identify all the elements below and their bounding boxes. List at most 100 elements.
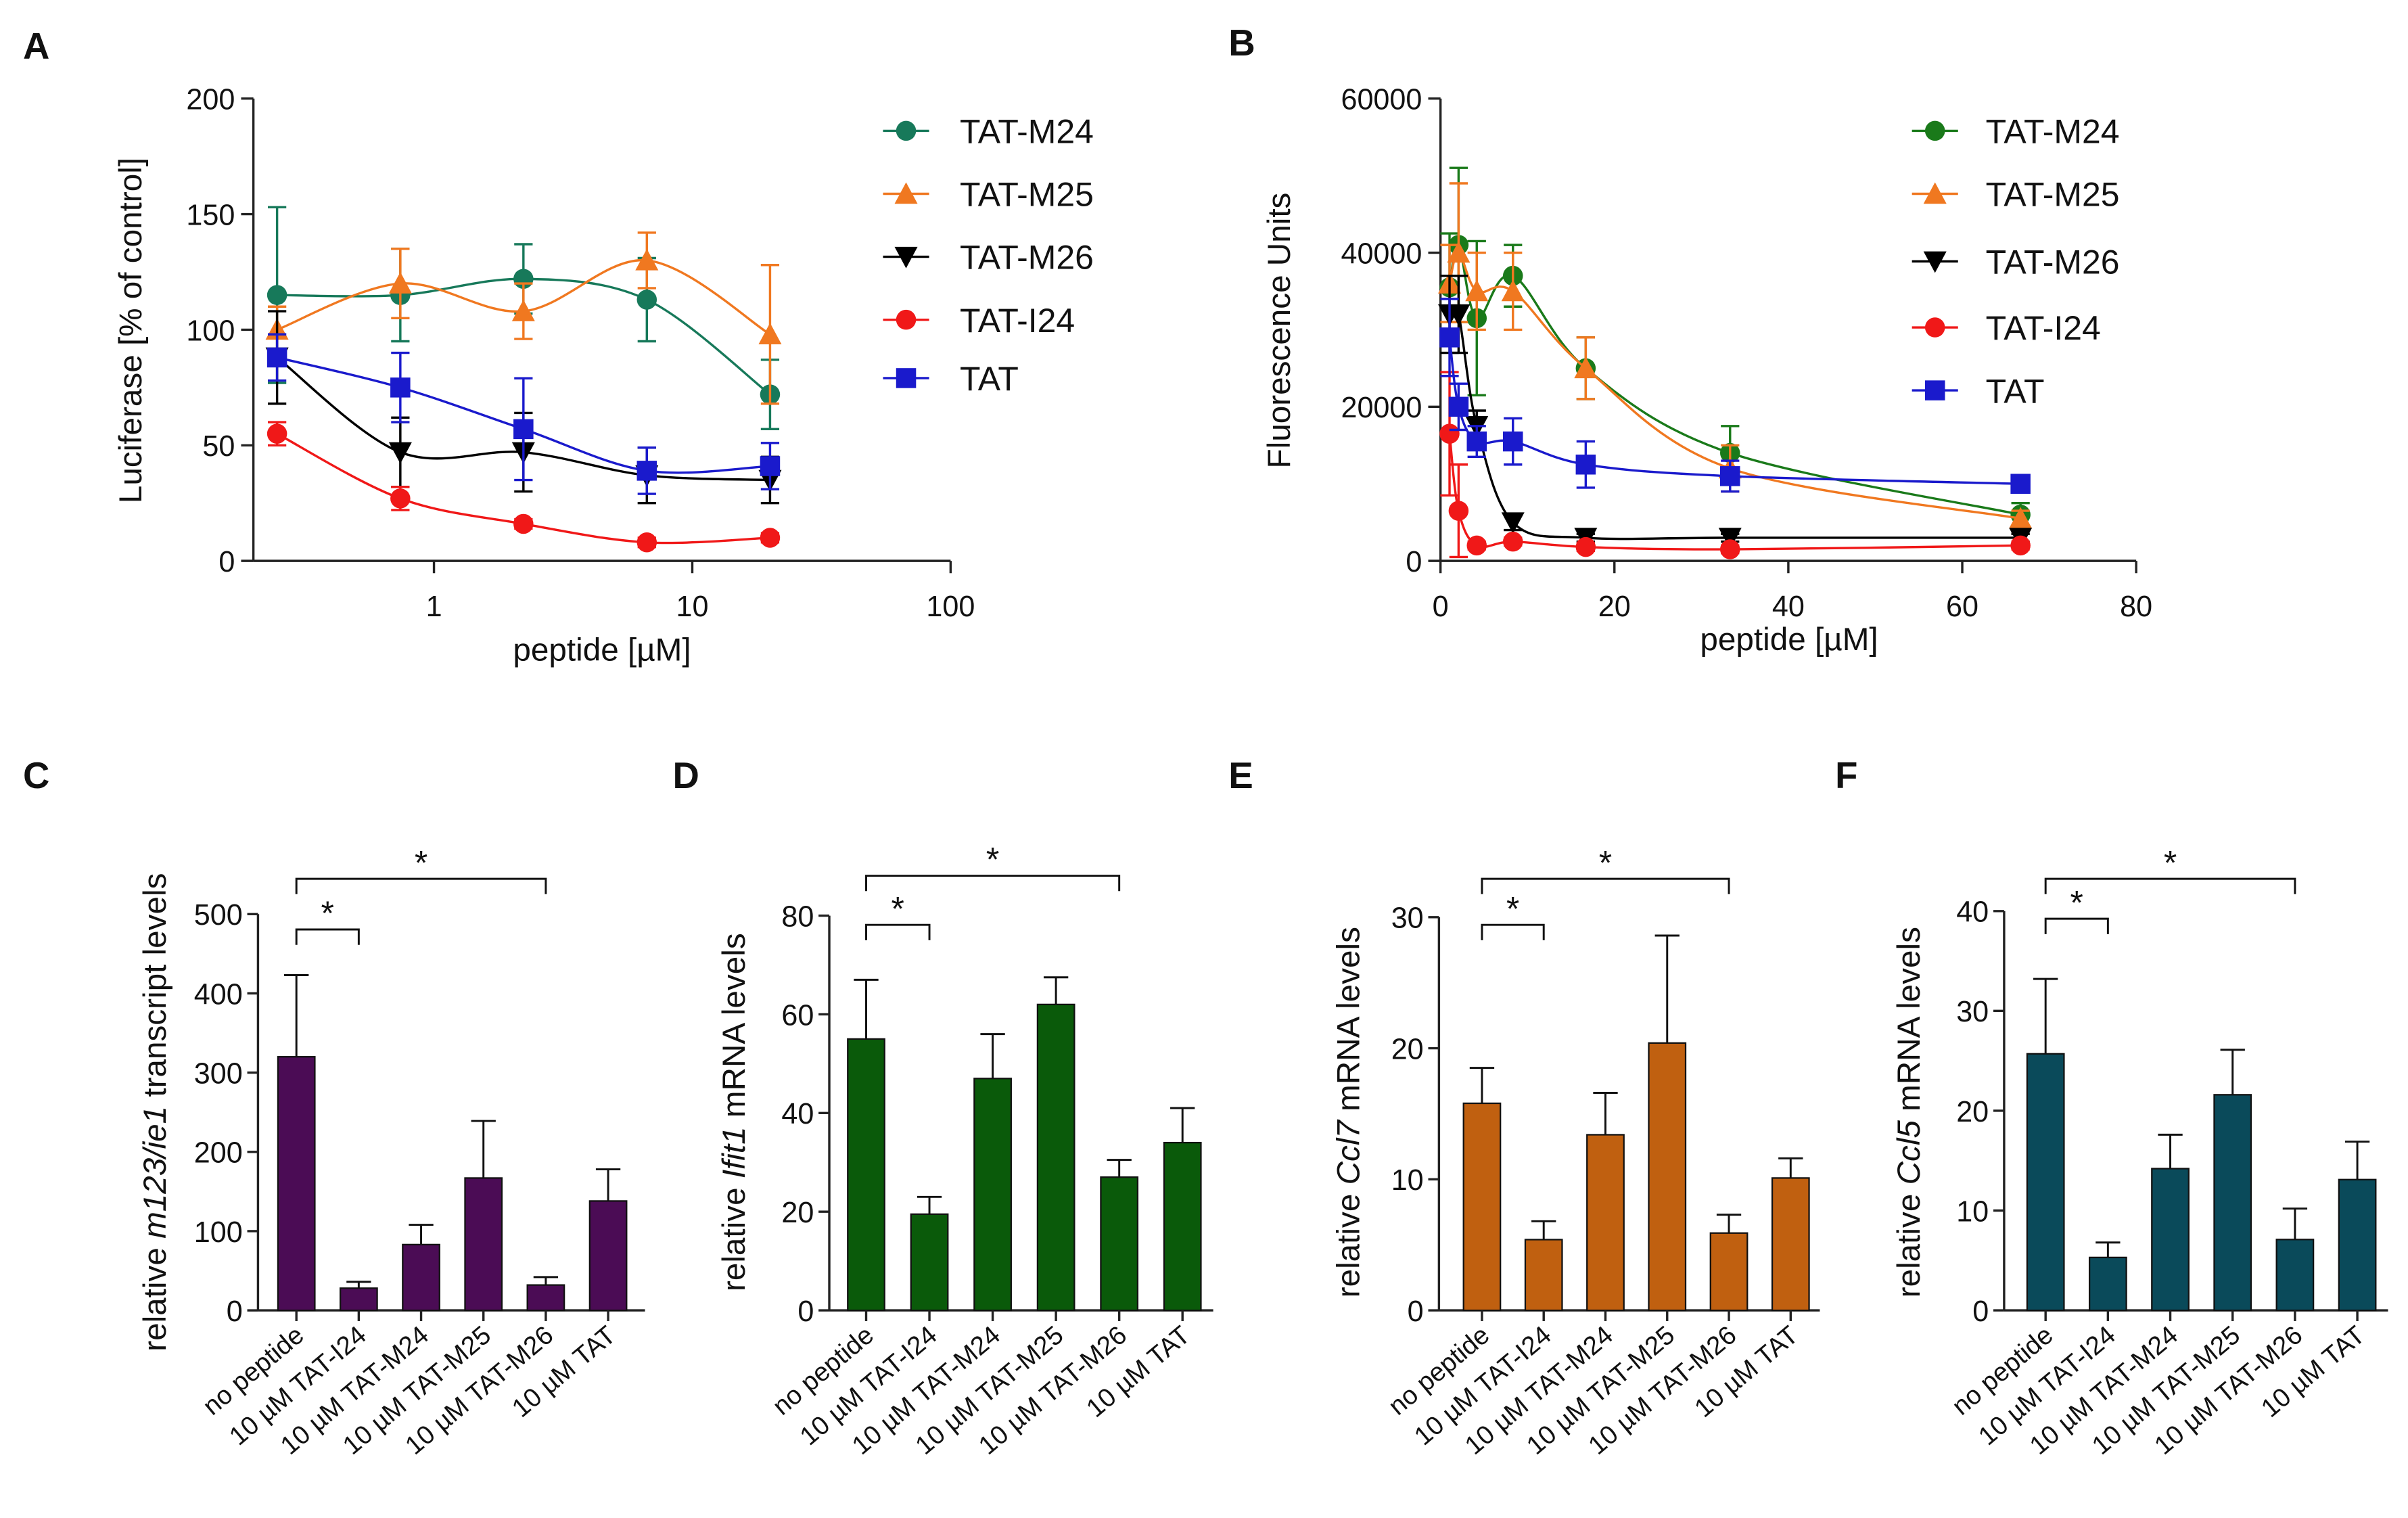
marker	[896, 368, 917, 388]
panel-label: D	[672, 755, 699, 796]
marker	[896, 309, 917, 330]
bar	[1524, 1239, 1563, 1312]
y-tick-label: 300	[194, 1058, 243, 1090]
y-axis-label: relative Ccl5 mRNA levels	[1891, 927, 1927, 1297]
marker	[1574, 356, 1598, 379]
marker	[1502, 431, 1523, 452]
bar	[1586, 1134, 1625, 1312]
significance-label: *	[415, 844, 427, 881]
y-axis-label-part: relative	[716, 1178, 752, 1291]
y-tick-label: 50	[202, 430, 235, 463]
y-tick-label: 10	[1391, 1164, 1424, 1197]
y-tick-label: 60000	[1341, 84, 1422, 116]
y-tick-label: 30	[1956, 996, 1989, 1028]
error-bar	[409, 1224, 434, 1245]
significance-bracket	[295, 928, 360, 945]
y-axis-label-part: m123/ie1	[137, 1106, 173, 1239]
marker	[636, 290, 657, 310]
legend-label: TAT	[1986, 372, 2045, 410]
marker	[2009, 507, 2033, 529]
marker	[636, 532, 657, 553]
fit-line	[1448, 251, 2021, 520]
y-tick-label: 60	[781, 999, 814, 1032]
significance-bracket	[1481, 877, 1730, 894]
legend-label: TAT-I24	[1986, 309, 2101, 347]
error-bar	[284, 974, 309, 1057]
marker	[1465, 279, 1489, 302]
y-tick-label: 30	[1391, 902, 1424, 935]
marker	[894, 246, 918, 269]
marker	[1501, 279, 1525, 302]
bar	[2088, 1256, 2127, 1312]
y-axis-label-part: relative	[137, 1239, 173, 1352]
marker	[1924, 317, 1945, 338]
y-tick-label: 100	[194, 1216, 243, 1249]
y-tick-label: 0	[227, 1295, 243, 1328]
bar	[402, 1243, 440, 1312]
bar	[2275, 1239, 2315, 1312]
significance-bracket	[1481, 923, 1545, 940]
bar	[2151, 1168, 2190, 1312]
y-tick-label: 80	[781, 900, 814, 933]
y-axis-label-part: Ccl7	[1330, 1120, 1366, 1185]
panel-label: F	[1835, 755, 1857, 796]
bar	[526, 1284, 565, 1312]
bar	[847, 1038, 885, 1312]
y-tick-label: 0	[218, 546, 235, 578]
y-tick-label: 20	[1956, 1096, 1989, 1128]
error-bar	[854, 978, 879, 1039]
y-tick-label: 0	[1972, 1295, 1989, 1328]
marker	[1575, 454, 1596, 475]
marker	[636, 461, 657, 481]
bar	[2338, 1178, 2377, 1312]
legend-label: TAT-I24	[960, 302, 1075, 340]
bar	[277, 1056, 316, 1312]
error-bar	[1531, 1220, 1556, 1240]
marker	[1924, 120, 1945, 141]
error-bar	[1043, 976, 1069, 1005]
marker	[1924, 380, 1945, 400]
error-bar	[2033, 978, 2058, 1054]
y-axis-label-part: mRNA levels	[1891, 927, 1927, 1120]
error-bar	[1469, 1067, 1495, 1103]
marker	[760, 528, 781, 548]
legend-label: TAT-M24	[960, 113, 1094, 151]
marker	[894, 182, 918, 204]
significance-bracket	[295, 877, 547, 894]
bar	[464, 1177, 503, 1312]
marker	[2010, 474, 2031, 494]
y-tick-label: 0	[1406, 546, 1422, 578]
marker	[1448, 501, 1469, 521]
marker	[1447, 304, 1471, 326]
y-axis-label-part: Ccl5	[1891, 1120, 1927, 1185]
significance-bracket	[865, 875, 1121, 892]
bar	[588, 1200, 628, 1312]
significance-label: *	[986, 841, 999, 879]
error-bar	[2282, 1208, 2308, 1240]
y-tick-label: 150	[186, 199, 235, 231]
y-axis-label: relative Ccl7 mRNA levels	[1330, 927, 1366, 1297]
x-axis-label: peptide [µM]	[513, 632, 691, 668]
chart-panel: A 0 50 100 150 200 1 10 100 peptide [µM] Luciferas…	[23, 26, 1094, 668]
x-tick-label: 100	[926, 591, 975, 623]
error-bar	[1778, 1157, 1803, 1178]
y-tick-label: 0	[1408, 1295, 1424, 1328]
y-tick-label: 200	[186, 84, 235, 116]
marker	[1719, 539, 1740, 559]
y-axis-label: relative Ifit1 mRNA levels	[716, 933, 752, 1291]
panel-label: A	[23, 26, 49, 67]
marker	[635, 248, 659, 271]
error-bar	[917, 1195, 942, 1214]
marker	[1718, 528, 1742, 549]
y-tick-label: 500	[194, 899, 243, 932]
x-tick-label: 80	[2120, 591, 2152, 623]
y-axis-label-part: mRNA levels	[1330, 927, 1366, 1120]
marker	[1448, 396, 1469, 417]
y-tick-label: 100	[186, 315, 235, 347]
significance-bracket	[2044, 917, 2109, 934]
bar	[1648, 1042, 1687, 1312]
marker	[896, 120, 917, 141]
